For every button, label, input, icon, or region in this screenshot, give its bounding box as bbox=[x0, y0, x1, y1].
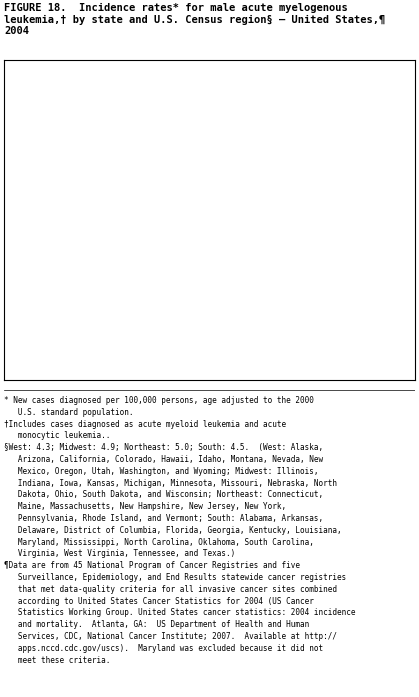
Text: * New cases diagnosed per 100,000 persons, age adjusted to the 2000
   U.S. stan: * New cases diagnosed per 100,000 person… bbox=[4, 396, 356, 665]
Text: FIGURE 18.  Incidence rates* for male acute myelogenous
leukemia,† by state and : FIGURE 18. Incidence rates* for male acu… bbox=[4, 3, 385, 36]
